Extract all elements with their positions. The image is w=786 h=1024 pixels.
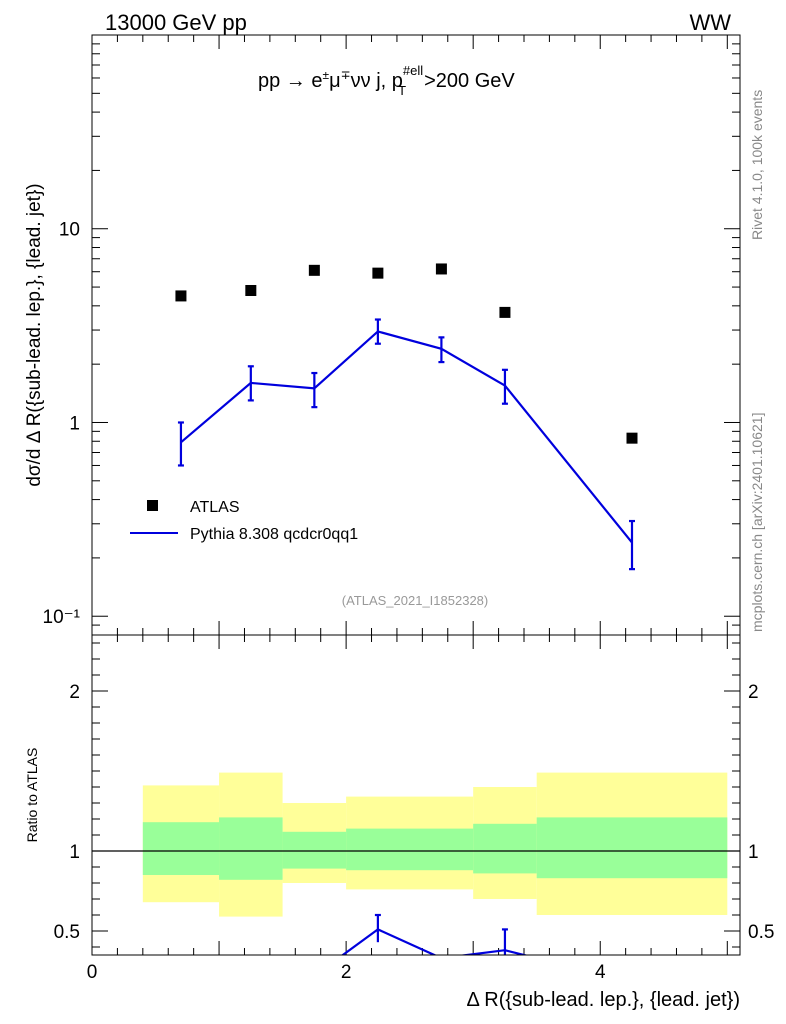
band-stat-bin — [473, 823, 537, 874]
band-stat-bin — [536, 817, 728, 879]
band-stat-bin — [282, 831, 347, 869]
legend: ATLAS Pythia 8.308 qcdcr0qq1 — [130, 499, 358, 543]
xlabel: Δ R({sub-lead. lep.}, {lead. jet}) — [466, 989, 740, 1011]
main-ytick-label: 10 — [59, 220, 80, 241]
atlas-point — [175, 290, 187, 302]
ratio-mc-line — [340, 928, 529, 955]
xtick-label: 2 — [341, 962, 352, 983]
atlas-point — [372, 267, 384, 279]
ratio-frame — [91, 634, 741, 956]
ratio-ytick-label-right: 0.5 — [748, 922, 774, 943]
main-ylabel: dσ/d Δ R({sub-lead. lep.}, {lead. jet}) — [24, 183, 45, 486]
xtick-label: 4 — [595, 962, 606, 983]
ratio-ytick-label-right: 1 — [748, 842, 759, 863]
header-process: WW — [689, 10, 731, 35]
mcplots-label: mcplots.cern.ch [arXiv:2401.10621] — [749, 413, 765, 632]
atlas-point — [245, 284, 257, 296]
atlas-point — [308, 264, 320, 276]
main-series — [175, 263, 638, 571]
main-axes: 10 1 10⁻¹ — [43, 34, 740, 636]
ratio-bands — [92, 772, 740, 917]
ratio-ylabel: Ratio to ATLAS — [24, 748, 40, 843]
legend-label-mc: Pythia 8.308 qcdcr0qq1 — [190, 526, 358, 543]
plot-title: pp → e±μ∓νν j, p#ell T >200 GeV — [258, 63, 515, 98]
ratio-axes: 2 2 1 1 0.5 0.5 0 2 4 — [54, 635, 774, 983]
ratio-ytick-label: 2 — [69, 682, 80, 703]
band-stat-bin — [142, 822, 220, 875]
legend-label-atlas: ATLAS — [190, 499, 240, 516]
main-ytick-label: 10⁻¹ — [43, 607, 81, 628]
rivet-label: Rivet 4.1.0, 100k events — [749, 90, 765, 240]
ratio-ytick-label: 1 — [69, 842, 80, 863]
atlas-point — [499, 306, 511, 318]
band-stat-bin — [219, 817, 283, 880]
ratio-ytick-label: 0.5 — [54, 922, 80, 943]
xtick-label: 0 — [87, 962, 98, 983]
ratio-ytick-label-right: 2 — [748, 682, 759, 703]
mc-line — [180, 330, 633, 544]
analysis-tag: (ATLAS_2021_I1852328) — [342, 593, 488, 608]
atlas-point — [626, 432, 638, 444]
main-frame — [91, 34, 741, 636]
legend-marker-atlas — [147, 500, 158, 511]
band-stat-bin — [346, 828, 474, 871]
main-ytick-label: 1 — [69, 413, 80, 434]
atlas-point — [435, 263, 447, 275]
header-energy: 13000 GeV pp — [105, 10, 247, 35]
